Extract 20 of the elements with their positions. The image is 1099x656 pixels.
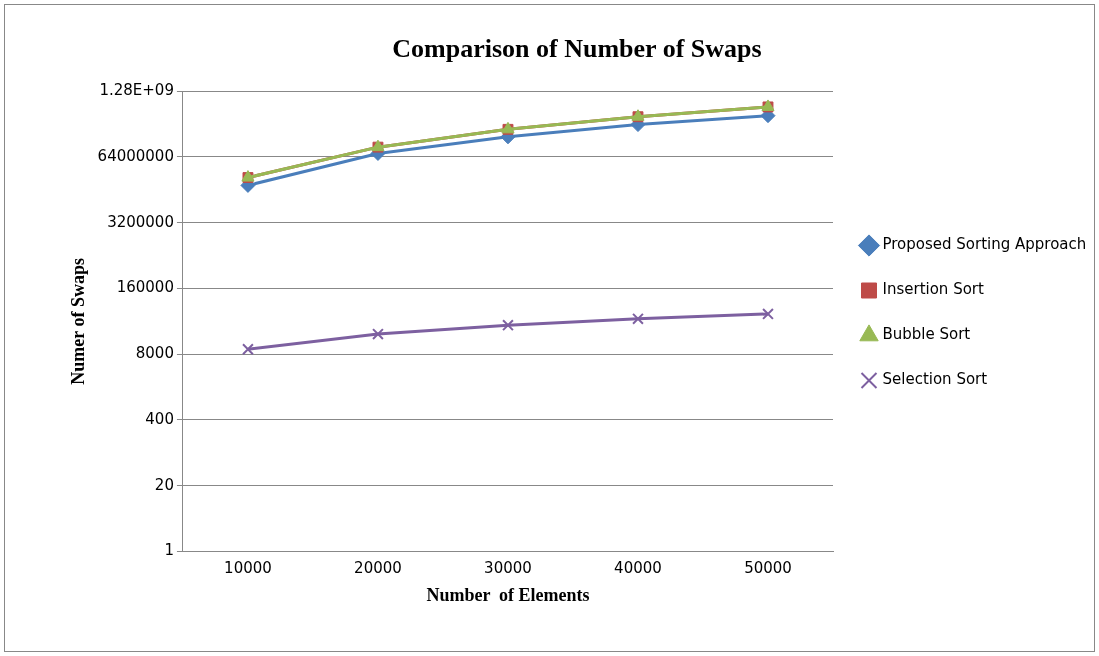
y-tick-label: 400 xyxy=(145,409,174,428)
y-tick-label: 8000 xyxy=(135,344,174,363)
x-axis-title: Number of Elements xyxy=(426,584,590,605)
chart-title: Comparison of Number of Swaps xyxy=(392,34,762,64)
x-tick-label: 40000 xyxy=(614,559,662,578)
legend-label: Selection Sort xyxy=(882,370,988,389)
legend-label: Bubble Sort xyxy=(882,325,971,344)
y-tick-label: 1 xyxy=(164,541,174,560)
x-tick-label: 20000 xyxy=(354,559,402,578)
y-tick-label: 1.28E+09 xyxy=(99,81,174,100)
x-tick-label: 30000 xyxy=(484,559,532,578)
y-tick-label: 160000 xyxy=(116,278,174,297)
x-tick-label: 10000 xyxy=(224,559,272,578)
y-axis-title: Numer of Swaps xyxy=(68,257,89,385)
y-tick-label: 64000000 xyxy=(97,146,174,165)
legend-label: Insertion Sort xyxy=(882,280,985,299)
legend-label: Proposed Sorting Approach xyxy=(882,235,1087,254)
x-tick-label: 50000 xyxy=(744,559,792,578)
y-tick-label: 3200000 xyxy=(107,212,174,231)
y-tick-label: 20 xyxy=(154,475,174,494)
